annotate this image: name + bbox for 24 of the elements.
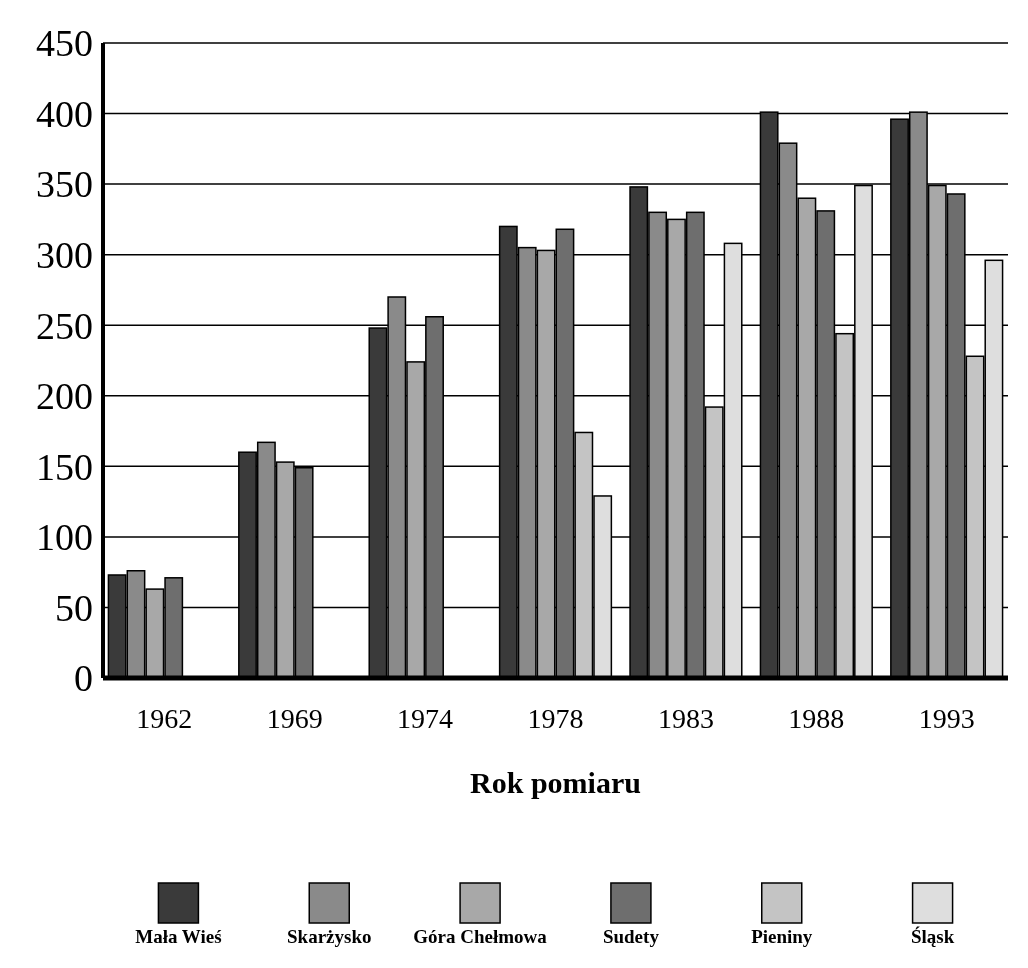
y-tick-label: 400	[36, 92, 93, 135]
y-tick-label: 50	[55, 586, 93, 629]
x-axis-title: Rok pomiaru	[470, 766, 641, 799]
x-tick-label: 1978	[527, 703, 584, 734]
y-tick-label: 250	[36, 304, 93, 347]
y-tick-label: 0	[74, 657, 93, 700]
x-tick-label: 1974	[397, 703, 454, 734]
x-tick-label: 1983	[657, 703, 714, 734]
y-tick-label: 450	[36, 22, 93, 65]
legend-label: Skarżysko	[287, 926, 372, 947]
legend-label: Pieniny	[751, 926, 813, 947]
x-tick-label: 1993	[918, 703, 975, 734]
legend-label: Śląsk	[910, 926, 955, 947]
x-tick-label: 1988	[788, 703, 845, 734]
y-tick-label: 100	[36, 516, 93, 559]
y-tick-label: 200	[36, 375, 93, 418]
legend-label: Sudety	[602, 926, 660, 947]
x-tick-label: 1969	[266, 703, 323, 734]
y-tick-label: 150	[36, 445, 93, 488]
legend-label: Góra Chełmowa	[413, 926, 548, 947]
x-tick-label: 1962	[136, 703, 193, 734]
y-tick-label: 300	[36, 233, 93, 276]
y-tick-label: 350	[36, 163, 93, 206]
legend-label: Mała Wieś	[135, 926, 222, 947]
